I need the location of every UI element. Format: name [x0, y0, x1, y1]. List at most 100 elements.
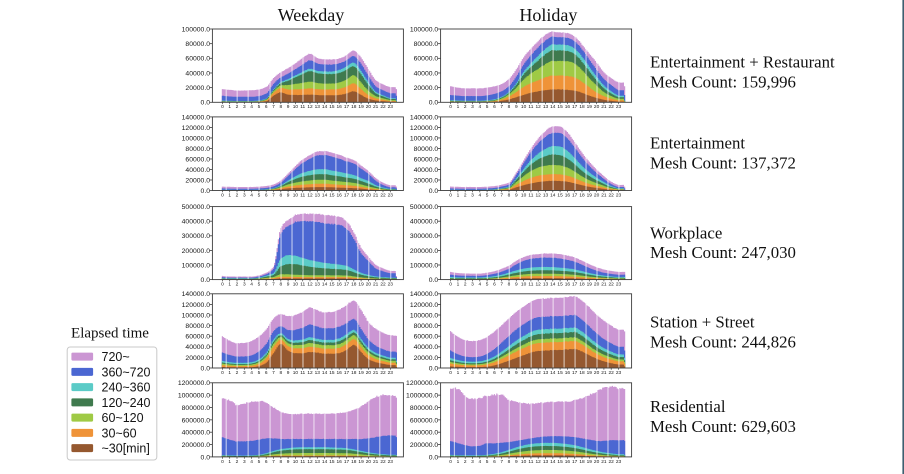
svg-text:23: 23 [388, 192, 394, 198]
svg-text:300000.0: 300000.0 [410, 233, 439, 240]
svg-text:Mesh Count: 629,603: Mesh Count: 629,603 [650, 417, 796, 436]
svg-text:9: 9 [287, 104, 290, 110]
svg-text:19: 19 [358, 370, 364, 376]
svg-text:18: 18 [579, 282, 585, 288]
svg-text:16: 16 [337, 104, 343, 110]
svg-text:20000.0: 20000.0 [414, 85, 439, 92]
svg-text:100000.0: 100000.0 [182, 135, 211, 142]
svg-text:15: 15 [557, 282, 563, 288]
svg-text:Weekday: Weekday [278, 5, 345, 25]
svg-text:7: 7 [500, 459, 503, 465]
svg-text:7: 7 [272, 459, 275, 465]
svg-text:9: 9 [515, 459, 518, 465]
svg-text:800000.0: 800000.0 [182, 405, 211, 412]
svg-text:10: 10 [293, 192, 299, 198]
svg-text:5: 5 [486, 104, 489, 110]
svg-text:0.0: 0.0 [201, 277, 211, 284]
svg-text:0: 0 [221, 282, 224, 288]
svg-text:40000.0: 40000.0 [414, 344, 439, 351]
svg-text:40000.0: 40000.0 [414, 167, 439, 174]
svg-text:0.0: 0.0 [429, 100, 439, 107]
svg-text:200000.0: 200000.0 [182, 442, 211, 449]
svg-text:3: 3 [243, 370, 246, 376]
svg-text:22: 22 [609, 370, 615, 376]
svg-text:0: 0 [449, 459, 452, 465]
svg-text:40000.0: 40000.0 [185, 70, 210, 77]
svg-text:22: 22 [609, 192, 615, 198]
svg-text:6: 6 [493, 459, 496, 465]
svg-text:22: 22 [609, 104, 615, 110]
svg-text:0: 0 [449, 104, 452, 110]
svg-text:17: 17 [572, 370, 578, 376]
svg-text:11: 11 [528, 104, 533, 110]
svg-text:Station + Street: Station + Street [650, 313, 755, 332]
svg-text:11: 11 [528, 370, 533, 376]
svg-text:19: 19 [587, 370, 593, 376]
svg-text:14: 14 [322, 192, 328, 198]
svg-text:40000.0: 40000.0 [414, 70, 439, 77]
svg-text:7: 7 [272, 192, 275, 198]
svg-text:2: 2 [464, 104, 467, 110]
svg-text:3: 3 [471, 104, 474, 110]
svg-text:40000.0: 40000.0 [185, 344, 210, 351]
svg-text:12: 12 [307, 370, 313, 376]
svg-text:8: 8 [508, 192, 511, 198]
svg-text:20000.0: 20000.0 [414, 177, 439, 184]
svg-text:120000.0: 120000.0 [182, 125, 211, 132]
svg-text:8: 8 [279, 370, 282, 376]
svg-text:400000.0: 400000.0 [410, 430, 439, 437]
svg-text:3: 3 [243, 459, 246, 465]
svg-text:5: 5 [258, 192, 261, 198]
svg-text:Entertainment: Entertainment [650, 133, 745, 152]
svg-text:7: 7 [272, 282, 275, 288]
svg-text:22: 22 [380, 192, 386, 198]
svg-text:0: 0 [221, 459, 224, 465]
svg-text:6: 6 [265, 459, 268, 465]
svg-text:7: 7 [272, 104, 275, 110]
svg-text:11: 11 [528, 282, 533, 288]
svg-text:15: 15 [329, 282, 335, 288]
svg-text:9: 9 [515, 104, 518, 110]
svg-text:500000.0: 500000.0 [182, 204, 211, 211]
svg-text:500000.0: 500000.0 [410, 204, 439, 211]
svg-text:5: 5 [258, 370, 261, 376]
svg-text:0: 0 [449, 282, 452, 288]
svg-text:4: 4 [250, 459, 253, 465]
svg-text:5: 5 [486, 459, 489, 465]
svg-text:200000.0: 200000.0 [182, 248, 211, 255]
svg-text:60~120: 60~120 [102, 411, 144, 425]
svg-text:Entertainment + Restaurant: Entertainment + Restaurant [650, 53, 835, 72]
svg-text:20000.0: 20000.0 [414, 355, 439, 362]
svg-text:200000.0: 200000.0 [410, 442, 439, 449]
svg-text:17: 17 [572, 192, 578, 198]
svg-text:15: 15 [557, 459, 563, 465]
svg-text:22: 22 [380, 370, 386, 376]
svg-text:16: 16 [337, 370, 343, 376]
svg-text:4: 4 [250, 282, 253, 288]
svg-text:4: 4 [250, 192, 253, 198]
svg-text:10: 10 [521, 370, 527, 376]
svg-text:15: 15 [329, 459, 335, 465]
svg-text:19: 19 [587, 459, 593, 465]
svg-text:13: 13 [315, 282, 321, 288]
svg-text:13: 13 [315, 192, 321, 198]
svg-text:12: 12 [307, 104, 313, 110]
svg-text:21: 21 [601, 459, 607, 465]
svg-text:360~720: 360~720 [102, 365, 151, 379]
svg-text:23: 23 [616, 370, 622, 376]
svg-text:0: 0 [221, 104, 224, 110]
svg-text:Holiday: Holiday [519, 5, 577, 25]
svg-text:2: 2 [464, 370, 467, 376]
svg-text:Mesh Count: 159,996: Mesh Count: 159,996 [650, 72, 796, 91]
svg-text:Mesh Count: 137,372: Mesh Count: 137,372 [650, 153, 796, 172]
svg-text:Residential: Residential [650, 397, 726, 416]
svg-text:140000.0: 140000.0 [410, 291, 439, 298]
svg-text:11: 11 [300, 459, 305, 465]
svg-text:21: 21 [601, 192, 607, 198]
svg-text:4: 4 [478, 192, 481, 198]
svg-text:9: 9 [287, 192, 290, 198]
svg-text:20: 20 [594, 104, 600, 110]
svg-text:400000.0: 400000.0 [410, 219, 439, 226]
svg-text:19: 19 [358, 459, 364, 465]
svg-text:60000.0: 60000.0 [414, 156, 439, 163]
